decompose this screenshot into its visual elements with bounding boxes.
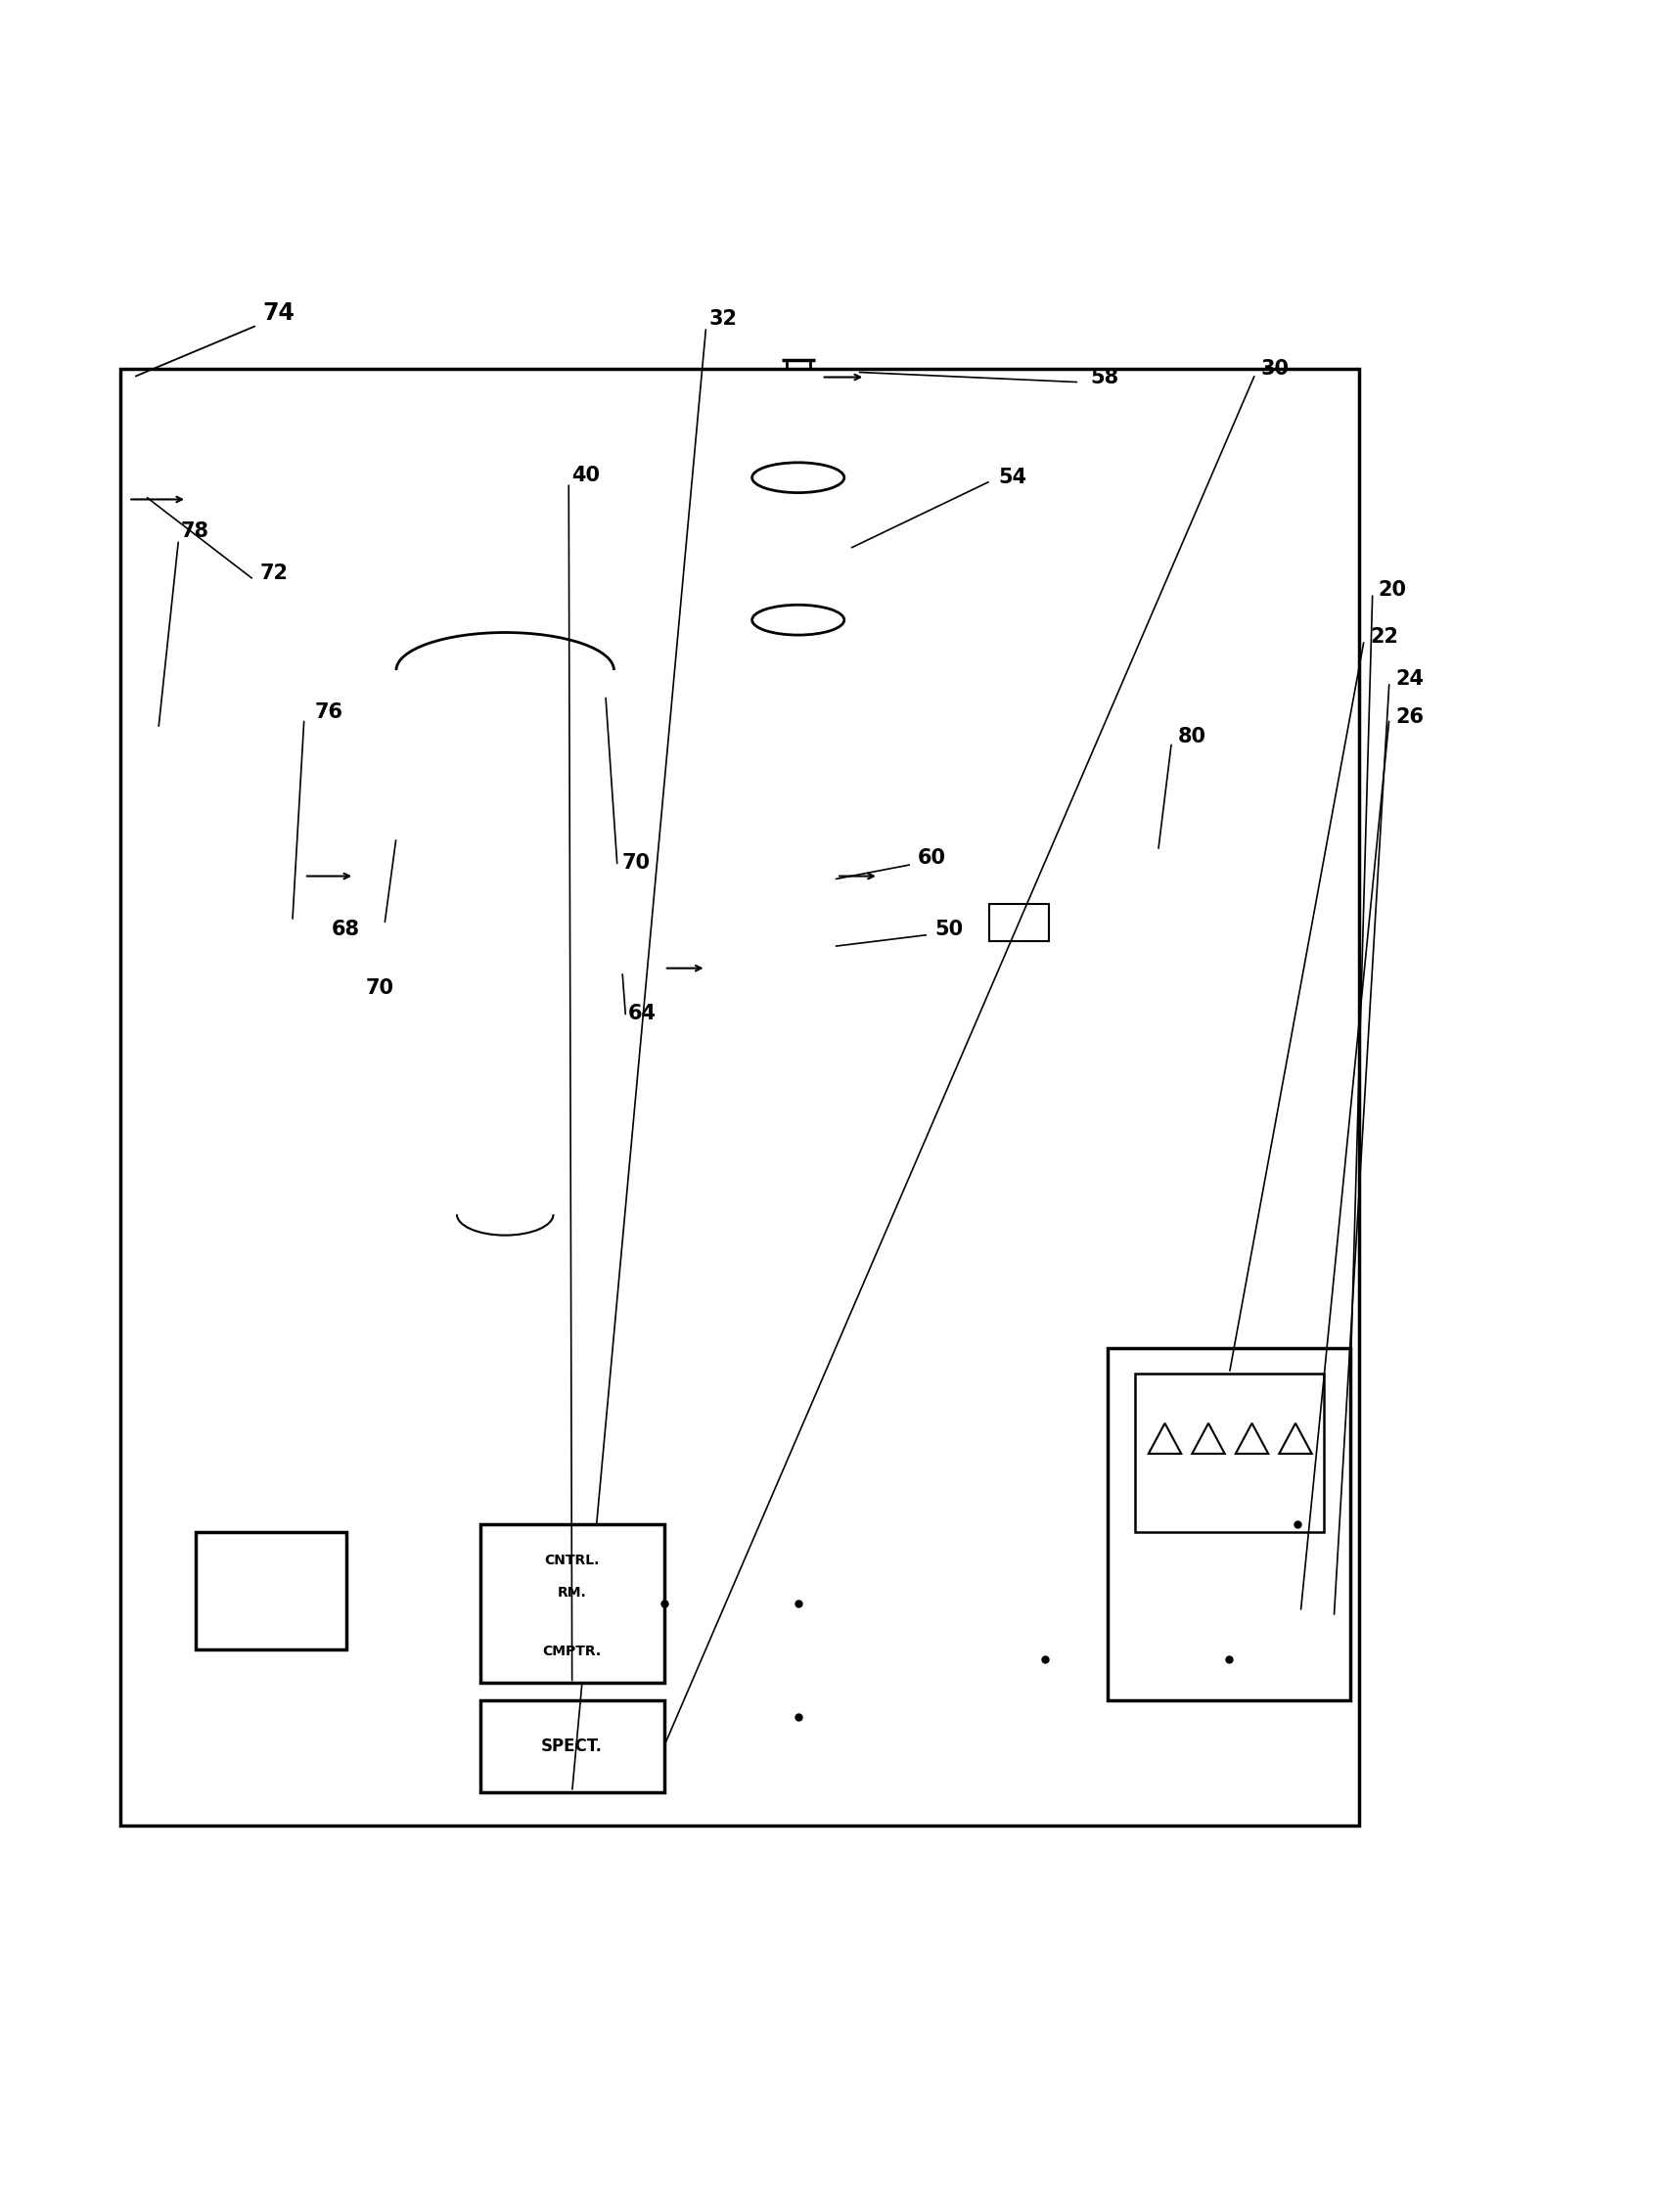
Text: 50: 50 — [934, 920, 963, 940]
Text: CNTRL.: CNTRL. — [544, 1554, 600, 1568]
Bar — [480, 1523, 664, 1683]
Text: 20: 20 — [1378, 579, 1406, 599]
Text: 40: 40 — [571, 467, 600, 486]
Text: 30: 30 — [1262, 358, 1290, 378]
Text: 78: 78 — [181, 522, 210, 542]
Ellipse shape — [753, 606, 843, 635]
Text: 32: 32 — [709, 310, 738, 329]
Text: 70: 70 — [365, 979, 393, 997]
Text: 68: 68 — [333, 920, 360, 940]
Bar — [990, 904, 1050, 942]
Text: 70: 70 — [622, 853, 650, 873]
Text: 54: 54 — [998, 469, 1026, 486]
Text: 60: 60 — [917, 847, 946, 867]
Text: 74: 74 — [264, 301, 296, 325]
Text: 76: 76 — [316, 703, 343, 721]
Bar — [195, 1532, 346, 1649]
Ellipse shape — [753, 462, 843, 493]
Text: CMPTR.: CMPTR. — [543, 1645, 601, 1658]
Text: 22: 22 — [1371, 628, 1398, 646]
Bar — [1134, 1373, 1324, 1532]
Bar — [1107, 1349, 1351, 1700]
Text: 58: 58 — [1090, 367, 1119, 387]
Text: SPECT.: SPECT. — [541, 1738, 603, 1756]
Bar — [480, 1700, 664, 1791]
Text: 80: 80 — [1178, 727, 1206, 747]
Text: 24: 24 — [1394, 668, 1423, 688]
Text: RM.: RM. — [558, 1585, 586, 1599]
Text: 64: 64 — [628, 1004, 657, 1024]
Text: 72: 72 — [260, 564, 289, 584]
Bar — [119, 369, 1359, 1826]
Text: 26: 26 — [1394, 708, 1423, 727]
